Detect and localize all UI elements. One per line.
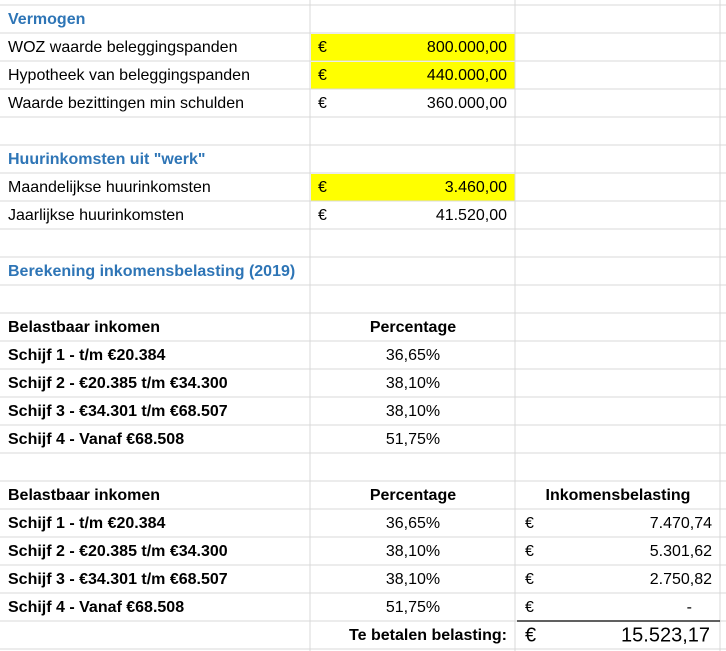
amount: 7.470,74 [650,515,712,532]
amount: - [687,599,692,616]
percentage: 36,65% [386,515,440,532]
highlight-cell [311,62,515,89]
percentage: 51,75% [386,431,440,448]
section-title: Vermogen [8,11,85,28]
currency: € [318,179,327,196]
row-label: Jaarlijkse huurinkomsten [8,207,184,224]
total-amount: 15.523,17 [621,624,710,646]
currency: € [318,95,327,112]
currency: € [318,39,327,56]
section-title: Berekening inkomensbelasting (2019) [8,263,295,280]
currency: € [525,543,534,560]
percentage: 38,10% [386,375,440,392]
percentage: 51,75% [386,599,440,616]
row-label: Maandelijkse huurinkomsten [8,179,211,196]
bracket-label: Schijf 3 - €34.301 t/m €68.507 [8,403,228,420]
percentage: 38,10% [386,403,440,420]
currency: € [318,207,327,224]
bracket-label: Schijf 1 - t/m €20.384 [8,347,166,364]
highlight-cell [311,174,515,201]
amount: 360.000,00 [427,95,507,112]
column-header: Belastbaar inkomen [8,319,160,336]
amount: 440.000,00 [427,67,507,84]
column-header: Inkomensbelasting [546,487,691,504]
currency: € [525,515,534,532]
currency: € [525,599,534,616]
section-title: Huurinkomsten uit "werk" [8,151,205,168]
currency: € [525,571,534,588]
percentage: 38,10% [386,571,440,588]
amount: 5.301,62 [650,543,712,560]
bracket-label: Schijf 3 - €34.301 t/m €68.507 [8,571,228,588]
amount: 3.460,00 [445,179,507,196]
column-header: Percentage [370,319,456,336]
row-label: Hypotheek van beleggingspanden [8,67,250,84]
total-label: Te betalen belasting: [349,627,507,644]
bracket-label: Schijf 4 - Vanaf €68.508 [8,599,184,616]
currency: € [525,624,536,646]
amount: 2.750,82 [650,571,712,588]
bracket-label: Schijf 2 - €20.385 t/m €34.300 [8,375,228,392]
column-header: Belastbaar inkomen [8,487,160,504]
bracket-label: Schijf 4 - Vanaf €68.508 [8,431,184,448]
bracket-label: Schijf 1 - t/m €20.384 [8,515,166,532]
column-header: Percentage [370,487,456,504]
currency: € [318,67,327,84]
amount: 41.520,00 [436,207,507,224]
row-label: Waarde bezittingen min schulden [8,95,244,112]
highlight-cell [311,34,515,61]
amount: 800.000,00 [427,39,507,56]
row-label: WOZ waarde beleggingspanden [8,39,237,56]
percentage: 36,65% [386,347,440,364]
bracket-label: Schijf 2 - €20.385 t/m €34.300 [8,543,228,560]
percentage: 38,10% [386,543,440,560]
